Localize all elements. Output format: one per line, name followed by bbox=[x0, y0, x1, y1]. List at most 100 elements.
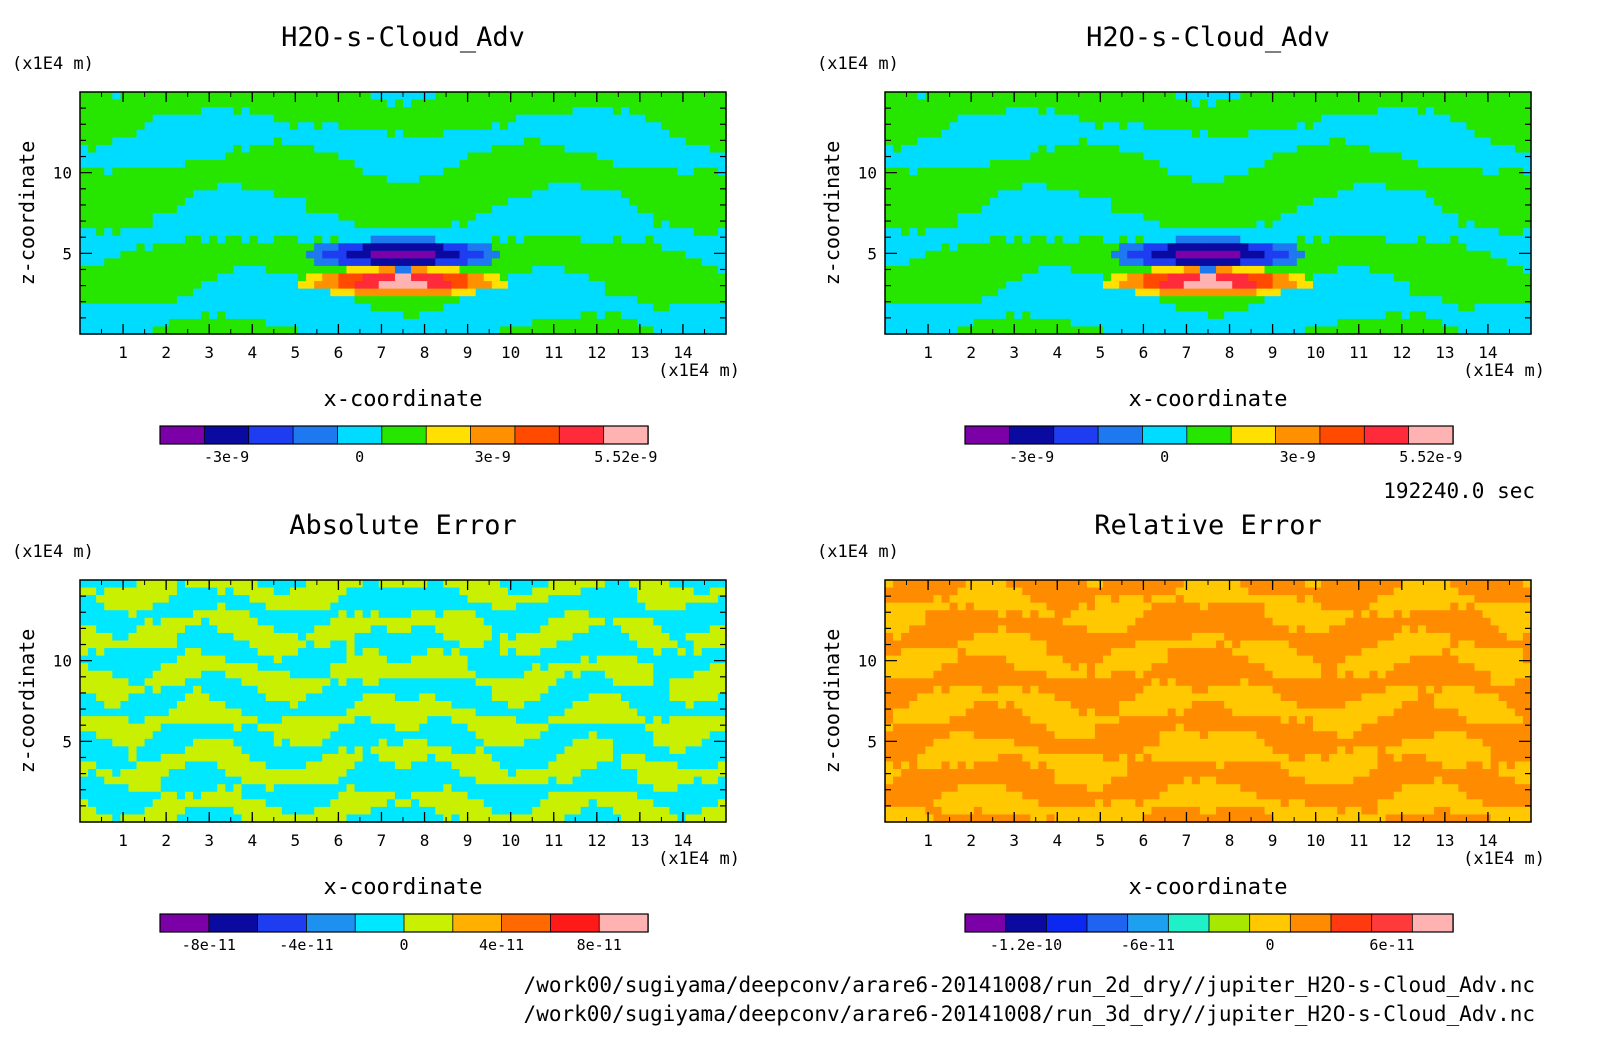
field-cell bbox=[1498, 250, 1508, 259]
field-cell bbox=[1030, 281, 1040, 290]
field-cell bbox=[1191, 107, 1201, 116]
field-cell bbox=[998, 281, 1007, 290]
field-cell bbox=[257, 182, 267, 191]
field-cell bbox=[661, 160, 671, 169]
field-cell bbox=[217, 182, 226, 191]
field-cell bbox=[1514, 167, 1524, 176]
field-cell bbox=[152, 114, 162, 123]
field-cell bbox=[273, 243, 283, 252]
field-cell bbox=[621, 326, 630, 335]
field-cell bbox=[1337, 167, 1346, 176]
field-cell bbox=[289, 114, 299, 123]
field-cell bbox=[685, 318, 695, 328]
field-cell bbox=[949, 250, 959, 259]
field-cell bbox=[1070, 107, 1080, 116]
field-cell bbox=[467, 288, 477, 297]
field-cell bbox=[338, 190, 348, 199]
field-cell bbox=[1514, 99, 1524, 108]
field-cell bbox=[1248, 288, 1258, 297]
field-cell bbox=[637, 99, 646, 108]
field-cell bbox=[588, 250, 598, 259]
field-cell bbox=[1046, 303, 1056, 312]
field-cell bbox=[1030, 144, 1040, 154]
field-cell bbox=[1442, 258, 1451, 267]
field-cell bbox=[580, 235, 590, 244]
field-cell bbox=[346, 114, 356, 123]
field-cell bbox=[1086, 288, 1096, 297]
field-cell bbox=[1103, 235, 1112, 244]
field-cell bbox=[241, 243, 251, 252]
field-cell bbox=[1466, 235, 1476, 244]
field-cell bbox=[306, 318, 315, 328]
field-cell bbox=[1014, 190, 1023, 199]
field-cell bbox=[588, 182, 598, 191]
field-cell bbox=[1167, 273, 1177, 282]
field-cell bbox=[451, 235, 461, 244]
field-cell bbox=[1442, 250, 1451, 259]
field-cell bbox=[1094, 114, 1104, 123]
field-cell bbox=[168, 281, 178, 290]
field-cell bbox=[693, 296, 703, 305]
field-cell bbox=[1135, 137, 1144, 146]
field-cell bbox=[184, 288, 194, 297]
field-cell bbox=[1070, 152, 1080, 161]
field-cell bbox=[209, 137, 218, 146]
field-cell bbox=[386, 160, 396, 169]
field-cell bbox=[1506, 265, 1516, 275]
field-cell bbox=[1369, 213, 1379, 222]
field-cell bbox=[1434, 228, 1443, 237]
field-cell bbox=[1272, 197, 1282, 207]
field-cell bbox=[1022, 107, 1031, 116]
field-cell bbox=[524, 160, 533, 169]
field-cell bbox=[233, 265, 243, 275]
field-cell bbox=[386, 144, 396, 154]
field-cell bbox=[1078, 258, 1088, 267]
field-cell bbox=[941, 265, 951, 275]
field-cell bbox=[612, 281, 622, 290]
field-cell bbox=[709, 107, 719, 116]
field-cell bbox=[532, 258, 541, 267]
field-cell bbox=[933, 92, 943, 101]
field-cell bbox=[435, 107, 444, 116]
field-cell bbox=[443, 228, 453, 237]
field-cell bbox=[621, 92, 630, 101]
field-cell bbox=[1103, 273, 1112, 282]
field-cell bbox=[1070, 273, 1080, 282]
field-cell bbox=[184, 213, 194, 222]
field-cell bbox=[941, 273, 951, 282]
field-cell bbox=[249, 243, 259, 252]
field-cell bbox=[411, 228, 420, 237]
field-cell bbox=[160, 228, 170, 237]
field-cell bbox=[893, 122, 902, 131]
field-cell bbox=[989, 265, 999, 275]
field-cell bbox=[1256, 160, 1266, 169]
field-cell bbox=[1353, 258, 1363, 267]
field-cell bbox=[1466, 137, 1476, 146]
field-cell bbox=[265, 167, 275, 176]
field-cell bbox=[1466, 160, 1476, 169]
field-cell bbox=[338, 114, 348, 123]
field-cell bbox=[1240, 288, 1249, 297]
field-cell bbox=[669, 175, 679, 184]
field-cell bbox=[540, 318, 549, 328]
field-cell bbox=[1208, 175, 1217, 184]
field-cell bbox=[1046, 99, 1056, 108]
field-cell bbox=[184, 160, 194, 169]
field-cell bbox=[1482, 220, 1492, 229]
field-cell bbox=[1288, 144, 1298, 154]
field-cell bbox=[1522, 197, 1532, 207]
field-cell bbox=[901, 281, 910, 290]
field-cell bbox=[693, 99, 703, 108]
field-cell bbox=[580, 152, 590, 161]
field-cell bbox=[1288, 243, 1298, 252]
field-cell bbox=[144, 318, 154, 328]
field-cell bbox=[403, 213, 412, 222]
field-cell bbox=[548, 182, 558, 191]
field-cell bbox=[885, 144, 894, 154]
field-cell bbox=[1119, 273, 1128, 282]
field-cell bbox=[1490, 220, 1500, 229]
field-cell bbox=[1409, 175, 1419, 184]
field-cell bbox=[1038, 129, 1048, 138]
field-cell bbox=[949, 228, 959, 237]
field-cell bbox=[540, 303, 549, 312]
